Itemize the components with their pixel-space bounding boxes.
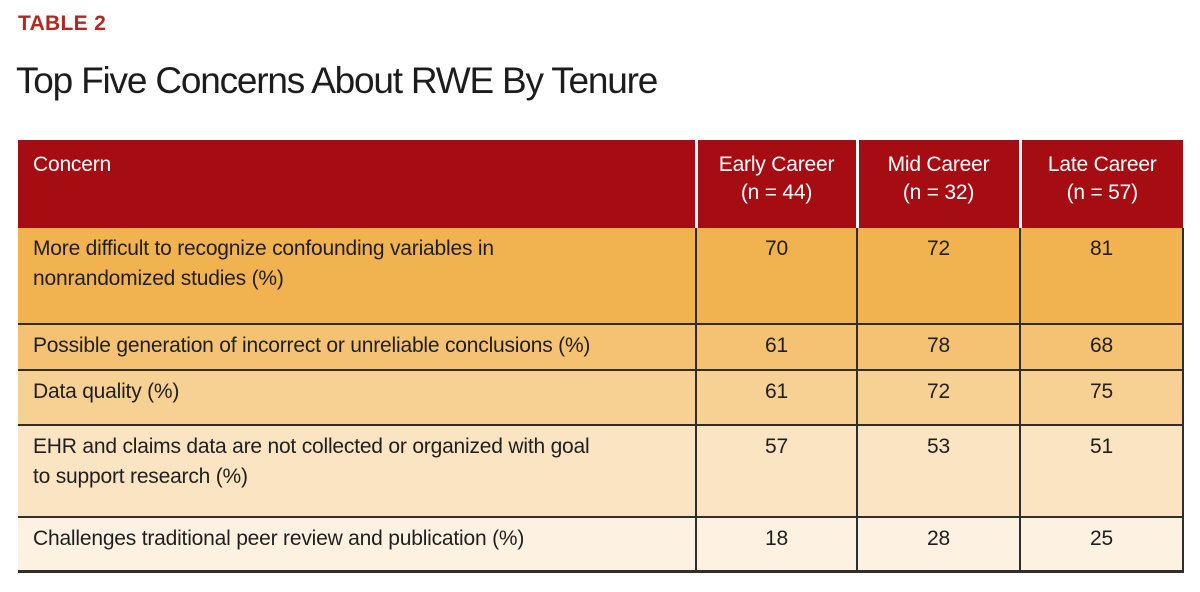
value-cell: 72 bbox=[856, 369, 1020, 425]
header-concern: Concern bbox=[18, 140, 696, 228]
value-cell: 53 bbox=[856, 424, 1020, 517]
table-row: More difficult to recognize confounding … bbox=[18, 228, 1184, 324]
table-row: Possible generation of incorrect or unre… bbox=[18, 323, 1184, 370]
value-cell: 68 bbox=[1019, 323, 1184, 370]
value-cell: 72 bbox=[856, 228, 1020, 324]
concern-cell: Data quality (%) bbox=[18, 369, 696, 425]
header-col-title: Late Career bbox=[1047, 153, 1157, 176]
value-cell: 81 bbox=[1019, 228, 1184, 324]
value-cell: 61 bbox=[695, 323, 857, 370]
value-cell: 57 bbox=[695, 424, 857, 517]
concern-cell: EHR and claims data are not collected or… bbox=[18, 424, 696, 517]
concern-cell: Possible generation of incorrect or unre… bbox=[18, 323, 696, 370]
value-cell: 18 bbox=[695, 516, 857, 573]
header-col-title: Mid Career bbox=[887, 153, 990, 176]
value-cell: 78 bbox=[856, 323, 1020, 370]
header-early-career: Early Career (n = 44) bbox=[694, 140, 857, 228]
header-row: Concern Early Career (n = 44) Mid Career… bbox=[18, 140, 1183, 228]
header-col-n: (n = 32) bbox=[902, 180, 975, 204]
table-row: Challenges traditional peer review and p… bbox=[18, 516, 1184, 573]
value-cell: 51 bbox=[1019, 424, 1184, 517]
header-col-title: Early Career bbox=[718, 153, 835, 176]
table-row: EHR and claims data are not collected or… bbox=[18, 424, 1184, 517]
value-cell: 75 bbox=[1019, 369, 1184, 425]
header-col-n: (n = 57) bbox=[1066, 180, 1139, 204]
table-label: TABLE 2 bbox=[18, 12, 107, 35]
data-table: Concern Early Career (n = 44) Mid Career… bbox=[18, 140, 1184, 573]
concern-cell: Challenges traditional peer review and p… bbox=[18, 516, 696, 573]
table-row: Data quality (%) 61 72 75 bbox=[18, 369, 1184, 425]
header-mid-career: Mid Career (n = 32) bbox=[855, 140, 1020, 228]
page-title: Top Five Concerns About RWE By Tenure bbox=[16, 60, 658, 101]
header-late-career: Late Career (n = 57) bbox=[1018, 140, 1183, 228]
header-col-n: (n = 44) bbox=[740, 180, 813, 204]
value-cell: 61 bbox=[695, 369, 857, 425]
concern-cell: More difficult to recognize confounding … bbox=[33, 237, 494, 291]
value-cell: 28 bbox=[856, 516, 1020, 573]
value-cell: 25 bbox=[1019, 516, 1184, 573]
value-cell: 70 bbox=[695, 228, 857, 324]
